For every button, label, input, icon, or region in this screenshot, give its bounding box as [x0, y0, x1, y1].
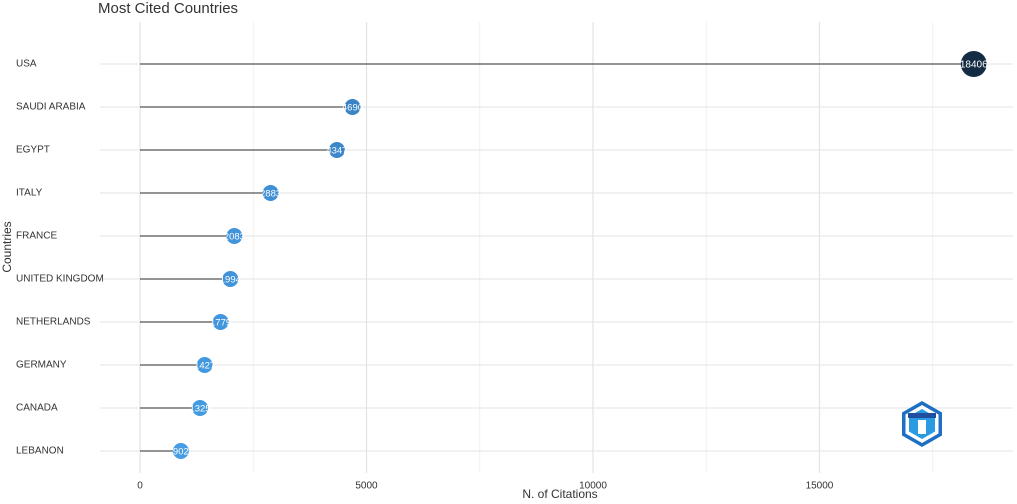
x-tick-label: 10000 [579, 481, 607, 492]
y-tick-label: LEBANON [16, 446, 64, 457]
dot [192, 400, 209, 416]
y-axis-label: Countries [0, 221, 14, 272]
value-label: 1994 [220, 275, 241, 286]
value-label: 1779 [210, 318, 231, 329]
dot [344, 99, 361, 115]
dot [262, 185, 279, 201]
value-label: 2883 [260, 189, 281, 200]
value-label: 4690 [342, 103, 363, 114]
dot [212, 314, 229, 330]
value-label: 1427 [194, 361, 215, 372]
dot [196, 357, 213, 373]
value-label: 1325 [189, 404, 210, 415]
value-label: 2083 [224, 232, 245, 243]
value-label: 4347 [326, 146, 347, 157]
y-tick-label: CANADA [16, 403, 58, 414]
y-tick-label: FRANCE [16, 231, 57, 242]
y-tick-label: SAUDI ARABIA [16, 102, 86, 113]
chart-title: Most Cited Countries [98, 0, 238, 17]
logo [902, 401, 942, 447]
y-tick-label: EGYPT [16, 145, 50, 156]
dot [222, 271, 239, 287]
value-label: 902 [173, 447, 189, 458]
dot [328, 142, 345, 158]
y-tick-label: NETHERLANDS [16, 317, 91, 328]
value-label: 18406 [960, 60, 988, 71]
x-tick-label: 0 [137, 481, 143, 492]
dot [960, 51, 987, 77]
x-axis-label: N. of Citations [522, 487, 597, 501]
dot [226, 228, 243, 244]
dot [172, 443, 189, 459]
x-tick-label: 15000 [806, 481, 834, 492]
x-tick-label: 5000 [355, 481, 378, 492]
y-tick-label: UNITED KINGDOM [16, 274, 104, 285]
y-tick-label: GERMANY [16, 360, 67, 371]
y-tick-label: USA [16, 59, 37, 70]
y-tick-label: ITALY [16, 188, 43, 199]
